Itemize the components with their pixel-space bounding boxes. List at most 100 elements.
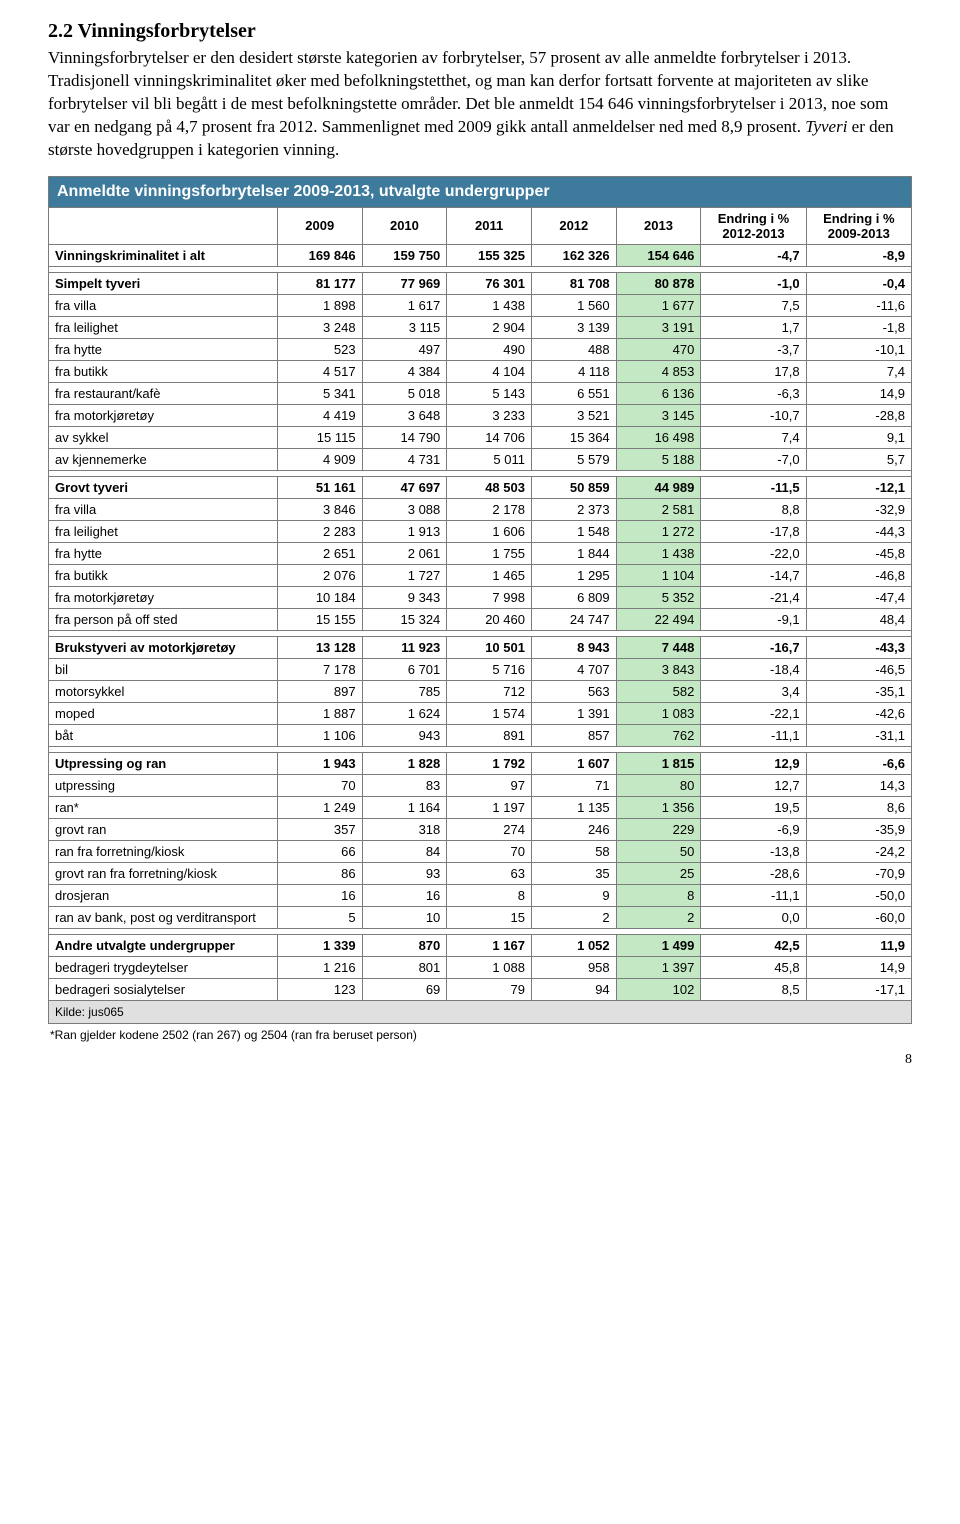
table-cell: 1 356 <box>616 796 701 818</box>
table-cell: 81 177 <box>277 272 362 294</box>
table-body: Vinningskriminalitet i alt169 846159 750… <box>49 244 912 1023</box>
table-cell: 5 <box>277 906 362 928</box>
table-cell: 1 887 <box>277 702 362 724</box>
table-cell: 70 <box>277 774 362 796</box>
table-cell: -10,7 <box>701 404 806 426</box>
table-cell: bil <box>49 658 278 680</box>
table-cell: 1 617 <box>362 294 447 316</box>
table-row: fra restaurant/kafè5 3415 0185 1436 5516… <box>49 382 912 404</box>
table-cell: 6 701 <box>362 658 447 680</box>
page-number: 8 <box>48 1052 912 1068</box>
table-cell: 102 <box>616 978 701 1000</box>
table-cell: 2 061 <box>362 542 447 564</box>
table-cell: -16,7 <box>701 636 806 658</box>
table-row: fra hytte523497490488470-3,7-10,1 <box>49 338 912 360</box>
table-cell: 48 503 <box>447 476 532 498</box>
table-cell: 5 011 <box>447 448 532 470</box>
table-header-cell: 2010 <box>362 207 447 244</box>
table-cell: 79 <box>447 978 532 1000</box>
table-cell: 1 677 <box>616 294 701 316</box>
table-cell: 7 178 <box>277 658 362 680</box>
table-row: Vinningskriminalitet i alt169 846159 750… <box>49 244 912 266</box>
table-cell: 93 <box>362 862 447 884</box>
table-cell: 6 809 <box>531 586 616 608</box>
table-cell: 3 843 <box>616 658 701 680</box>
table-cell: -45,8 <box>806 542 911 564</box>
table-row: fra villa1 8981 6171 4381 5601 6777,5-11… <box>49 294 912 316</box>
table-row: fra leilighet2 2831 9131 6061 5481 272-1… <box>49 520 912 542</box>
table-row: ran fra forretning/kiosk6684705850-13,8-… <box>49 840 912 862</box>
table-cell: 1 216 <box>277 956 362 978</box>
table-cell: 76 301 <box>447 272 532 294</box>
table-cell: fra restaurant/kafè <box>49 382 278 404</box>
table-cell: 5 352 <box>616 586 701 608</box>
table-row: Utpressing og ran1 9431 8281 7921 6071 8… <box>49 752 912 774</box>
table-cell: 4 909 <box>277 448 362 470</box>
table-cell: 2 178 <box>447 498 532 520</box>
table-cell: 69 <box>362 978 447 1000</box>
table-cell: 15 155 <box>277 608 362 630</box>
table-cell: 1 438 <box>616 542 701 564</box>
table-cell: 274 <box>447 818 532 840</box>
section-heading: 2.2 Vinningsforbrytelser <box>48 20 912 43</box>
table-cell: båt <box>49 724 278 746</box>
table-cell: 1 499 <box>616 934 701 956</box>
table-cell: 857 <box>531 724 616 746</box>
table-cell: 1 249 <box>277 796 362 818</box>
table-header-row: 20092010201120122013Endring i %2012-2013… <box>49 207 912 244</box>
table-cell: 2 <box>531 906 616 928</box>
table-cell: 4 118 <box>531 360 616 382</box>
table-row: fra motorkjøretøy4 4193 6483 2333 5213 1… <box>49 404 912 426</box>
table-row: bedrageri sosialytelser1236979941028,5-1… <box>49 978 912 1000</box>
table-cell: -12,1 <box>806 476 911 498</box>
table-cell: 7 998 <box>447 586 532 608</box>
table-cell: 44 989 <box>616 476 701 498</box>
table-cell: 11 923 <box>362 636 447 658</box>
table-cell: -6,3 <box>701 382 806 404</box>
table-cell: 7,4 <box>701 426 806 448</box>
table-cell: Simpelt tyveri <box>49 272 278 294</box>
table-cell: 497 <box>362 338 447 360</box>
table-cell: 246 <box>531 818 616 840</box>
table-cell: 4 419 <box>277 404 362 426</box>
table-cell: 123 <box>277 978 362 1000</box>
table-cell: 4 707 <box>531 658 616 680</box>
table-cell: -4,7 <box>701 244 806 266</box>
table-cell: 162 326 <box>531 244 616 266</box>
table-cell: 1 815 <box>616 752 701 774</box>
table-row: Grovt tyveri51 16147 69748 50350 85944 9… <box>49 476 912 498</box>
table-cell: 3 115 <box>362 316 447 338</box>
table-cell: 3,4 <box>701 680 806 702</box>
table-cell: -8,9 <box>806 244 911 266</box>
table-cell: -47,4 <box>806 586 911 608</box>
table-row: bil7 1786 7015 7164 7073 843-18,4-46,5 <box>49 658 912 680</box>
table-cell: 14,9 <box>806 956 911 978</box>
table-cell: 2 373 <box>531 498 616 520</box>
table-cell: 81 708 <box>531 272 616 294</box>
table-cell: 3 139 <box>531 316 616 338</box>
table-cell: -9,1 <box>701 608 806 630</box>
table-row: fra butikk2 0761 7271 4651 2951 104-14,7… <box>49 564 912 586</box>
table-row: båt1 106943891857762-11,1-31,1 <box>49 724 912 746</box>
table-row: utpressing708397718012,714,3 <box>49 774 912 796</box>
table-cell: 0,0 <box>701 906 806 928</box>
table-cell: 35 <box>531 862 616 884</box>
table-cell: fra hytte <box>49 542 278 564</box>
table-cell: 4 731 <box>362 448 447 470</box>
table-cell: ran* <box>49 796 278 818</box>
table-cell: -28,6 <box>701 862 806 884</box>
table-cell: -44,3 <box>806 520 911 542</box>
table-cell: 8,8 <box>701 498 806 520</box>
table-source-cell: Kilde: jus065 <box>49 1000 912 1023</box>
table-cell: 8,5 <box>701 978 806 1000</box>
table-cell: 2 <box>616 906 701 928</box>
table-cell: 1 792 <box>447 752 532 774</box>
table-cell: 159 750 <box>362 244 447 266</box>
table-cell: 48,4 <box>806 608 911 630</box>
table-cell: 470 <box>616 338 701 360</box>
table-cell: 47 697 <box>362 476 447 498</box>
table-cell: 3 191 <box>616 316 701 338</box>
table-cell: -1,0 <box>701 272 806 294</box>
table-cell: -14,7 <box>701 564 806 586</box>
table-cell: 71 <box>531 774 616 796</box>
